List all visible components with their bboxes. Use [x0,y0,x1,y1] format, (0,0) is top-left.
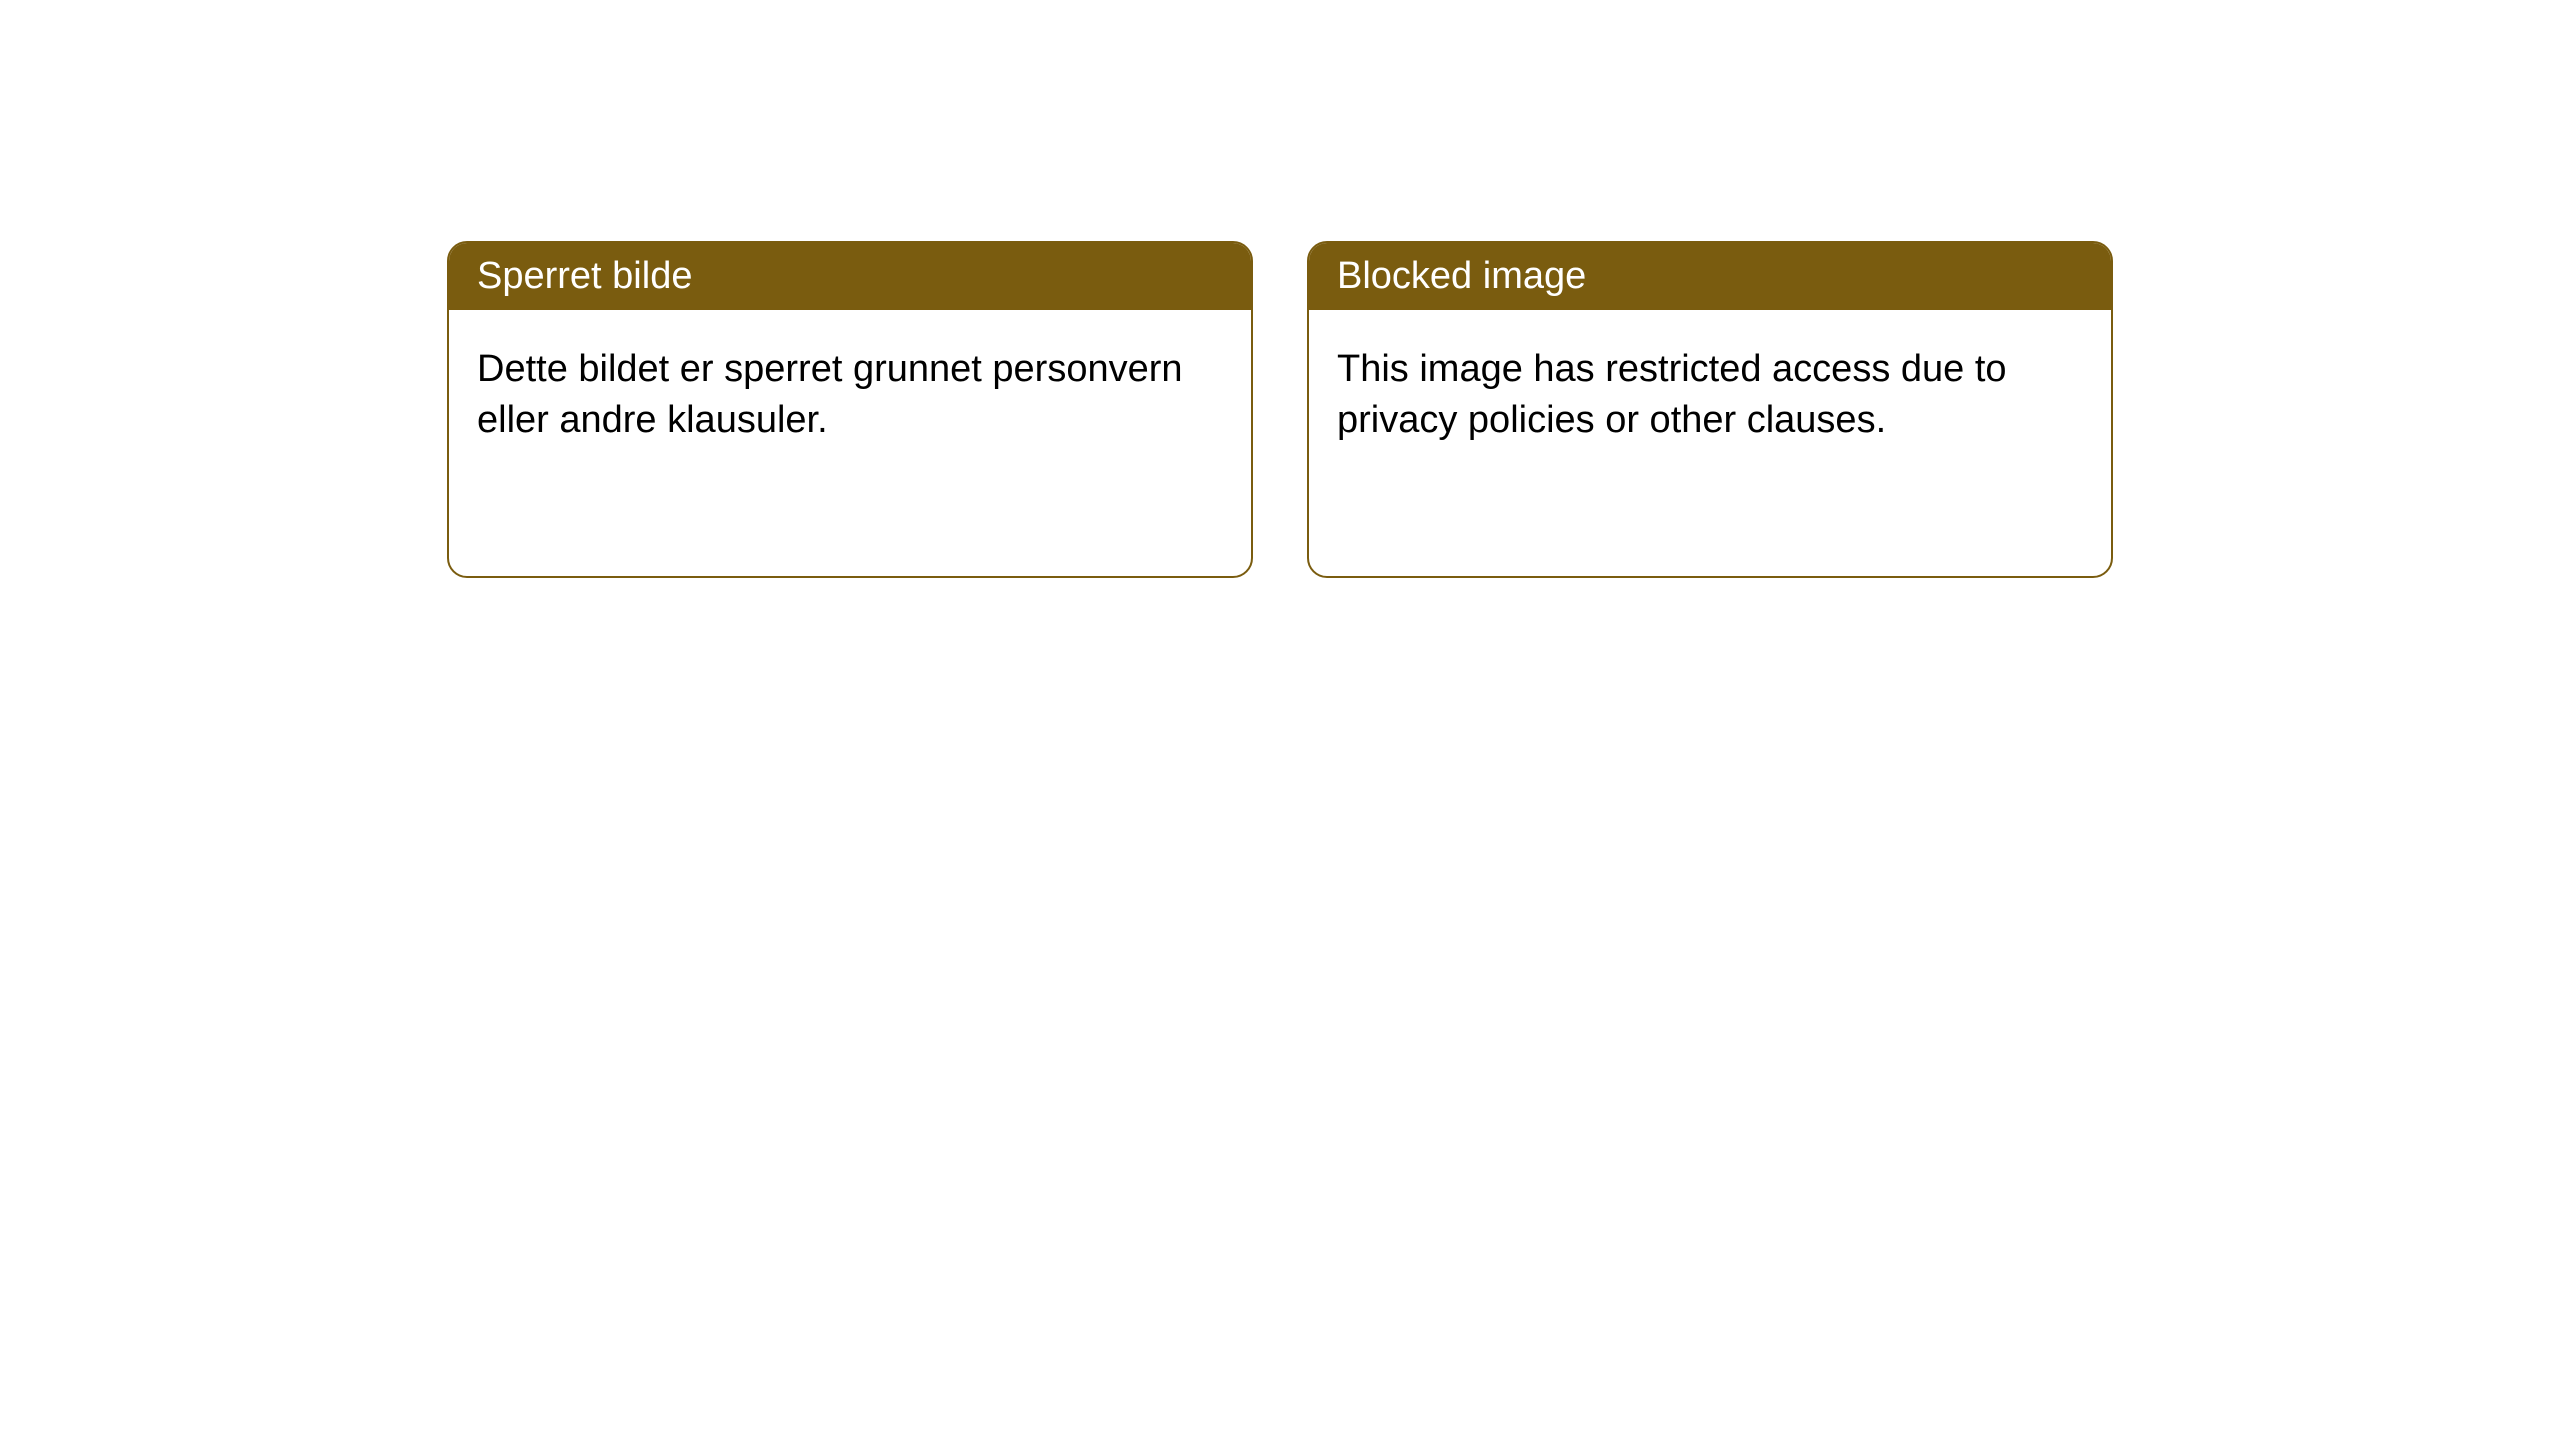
card-body: This image has restricted access due to … [1309,310,2111,481]
card-body: Dette bildet er sperret grunnet personve… [449,310,1251,481]
notice-card-norwegian: Sperret bilde Dette bildet er sperret gr… [447,241,1253,578]
card-header: Sperret bilde [449,243,1251,310]
notice-cards-container: Sperret bilde Dette bildet er sperret gr… [447,241,2113,578]
card-body-text: This image has restricted access due to … [1337,348,2007,441]
notice-card-english: Blocked image This image has restricted … [1307,241,2113,578]
card-header: Blocked image [1309,243,2111,310]
card-title: Sperret bilde [477,255,692,297]
card-body-text: Dette bildet er sperret grunnet personve… [477,348,1183,441]
card-title: Blocked image [1337,255,1586,297]
